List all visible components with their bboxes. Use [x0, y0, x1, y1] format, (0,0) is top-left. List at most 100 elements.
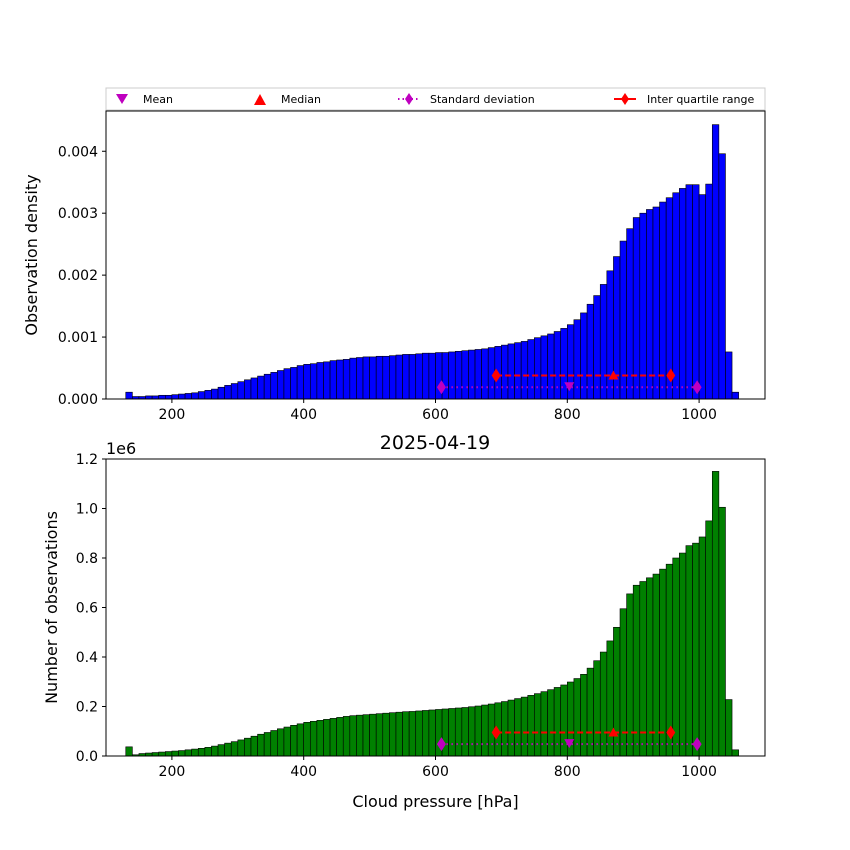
density-histogram-panel: 200 400 600 800 1000 0.0000.0010.0020.0030.0…	[22, 110, 766, 423]
count-bar	[514, 698, 522, 757]
density-bar	[448, 351, 456, 400]
density-bar	[217, 386, 225, 400]
density-bar	[428, 352, 436, 400]
legend-frame	[105, 87, 766, 111]
iqr-marker-icon	[621, 93, 629, 105]
density-bar	[718, 153, 726, 400]
density-bar	[560, 328, 568, 400]
density-bar	[679, 188, 687, 400]
density-bar	[184, 393, 192, 400]
density-bar	[553, 331, 562, 400]
density-bar	[125, 391, 133, 400]
median-marker-icon	[254, 94, 266, 105]
density-mean-marker	[564, 382, 575, 392]
count-bar	[263, 732, 272, 757]
density-bar	[474, 349, 482, 400]
density-bar	[652, 206, 660, 400]
density-bar	[211, 388, 219, 400]
density-bars	[125, 124, 739, 400]
count-bar	[290, 725, 298, 757]
count-x-ticks: 200 400 600 800 1000	[159, 756, 717, 780]
density-bar	[725, 351, 733, 400]
density-y-axis-label: Observation density	[22, 174, 41, 335]
date-title: 2025-04-19	[380, 432, 490, 454]
count-bar	[731, 749, 739, 757]
density-bar	[692, 184, 700, 400]
density-iqr-high-marker	[666, 368, 676, 383]
count-bar	[336, 717, 344, 757]
count-bar	[718, 506, 726, 757]
density-x-ticks: 200 400 600 800 1000	[159, 399, 717, 423]
density-bar	[534, 337, 542, 400]
count-bar	[632, 584, 641, 757]
count-x-tick-label: 600	[422, 764, 449, 780]
density-bar	[514, 342, 522, 400]
density-bar	[356, 357, 364, 400]
count-bar	[685, 545, 693, 757]
count-bar	[461, 707, 469, 757]
count-std-high-marker	[692, 737, 702, 752]
count-bar	[547, 689, 555, 757]
count-bar	[652, 573, 660, 757]
std-marker-icon	[405, 93, 413, 105]
count-histogram-panel: 200 400 600 800 1000 0.0 0.2 0.4 0.6 0.8 1.0 1.2 N…	[42, 439, 766, 811]
count-iqr-low-marker	[491, 725, 501, 740]
count-bar	[711, 471, 720, 757]
count-bar	[619, 608, 627, 757]
count-bar	[165, 751, 173, 757]
density-bar	[705, 183, 713, 400]
density-bar	[336, 359, 344, 400]
density-x-tick-label: 600	[422, 407, 449, 423]
count-x-tick-label: 800	[554, 764, 581, 780]
density-y-ticks: 0.000 0.001 0.002 0.003 0.004	[58, 144, 106, 408]
density-bar	[178, 393, 186, 400]
count-bar	[323, 719, 331, 757]
density-std-low-marker	[436, 380, 446, 395]
count-bar	[507, 699, 515, 757]
count-bar	[534, 693, 542, 757]
count-bar	[481, 704, 489, 757]
density-bar	[731, 391, 739, 400]
count-bar	[382, 712, 390, 757]
density-bar	[659, 201, 667, 400]
count-bar	[613, 626, 621, 757]
count-bar	[250, 735, 258, 757]
count-bar	[257, 733, 265, 757]
count-bar	[151, 752, 160, 757]
density-y-tick-label: 0.001	[58, 330, 98, 346]
count-bar	[468, 706, 476, 757]
mean-marker-icon	[116, 94, 128, 104]
count-std-low-marker	[436, 737, 446, 752]
count-bar	[599, 651, 608, 757]
count-bar	[329, 718, 337, 757]
count-bar	[277, 728, 285, 757]
count-y-tick-label: 0.4	[76, 650, 98, 666]
count-bar	[204, 747, 212, 757]
density-bar	[277, 370, 285, 400]
density-x-tick-label: 800	[554, 407, 581, 423]
density-bar	[342, 359, 351, 400]
count-bar	[375, 713, 384, 757]
density-bar	[441, 352, 449, 400]
count-bar	[296, 723, 304, 757]
density-bar	[461, 350, 469, 400]
density-bar	[540, 335, 548, 400]
count-y-ticks: 0.0 0.2 0.4 0.6 0.8 1.0 1.2	[76, 452, 106, 765]
density-bar	[593, 295, 601, 400]
legend-median-label: Median	[281, 93, 321, 106]
count-bar	[692, 542, 700, 757]
count-bar	[178, 750, 186, 757]
count-y-tick-label: 1.0	[76, 502, 98, 518]
density-bar	[303, 364, 311, 400]
count-bar	[237, 739, 245, 757]
density-bar	[224, 385, 232, 400]
count-median-marker	[608, 727, 619, 737]
count-x-tick-label: 400	[290, 764, 317, 780]
count-bar	[586, 667, 594, 757]
density-bar	[520, 341, 529, 400]
count-bar	[171, 750, 179, 757]
density-bar	[626, 228, 634, 400]
density-bar	[323, 361, 331, 400]
density-bar	[632, 217, 641, 400]
